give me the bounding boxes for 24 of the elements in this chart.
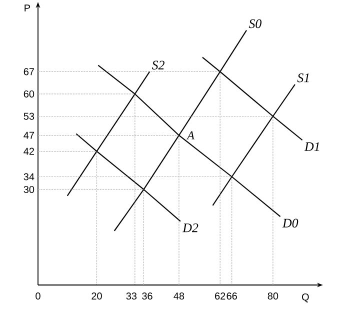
series-label: D2 <box>182 224 198 232</box>
series-label: S0 <box>248 19 262 28</box>
y-tick-label: 67 <box>24 68 34 76</box>
x-tick-label: 48 <box>174 292 184 300</box>
x-axis-title: Q <box>302 294 309 302</box>
y-tick-label: 47 <box>24 132 34 139</box>
series-label: D1 <box>304 142 319 151</box>
series-label: S2 <box>152 60 164 70</box>
x-tick-label: 33 <box>126 292 137 300</box>
series-label: S1 <box>297 74 309 82</box>
y-tick-label: 53 <box>24 112 34 120</box>
y-tick-label: 60 <box>24 90 34 98</box>
series-label: D0 <box>282 218 298 228</box>
y-tick-label: 42 <box>24 148 34 155</box>
x-tick-label: 62 <box>215 292 226 300</box>
x-tick-label: 36 <box>142 292 152 300</box>
y-tick-label: 34 <box>24 173 34 180</box>
annotation: A <box>186 131 194 140</box>
x-tick-label: 80 <box>268 292 278 300</box>
y-axis-title: P <box>24 4 30 12</box>
y-tick-label: 30 <box>24 186 34 194</box>
x-tick-label: 66 <box>226 292 237 300</box>
x-tick-label: 0 <box>36 292 40 300</box>
x-tick-label: 20 <box>92 292 102 300</box>
